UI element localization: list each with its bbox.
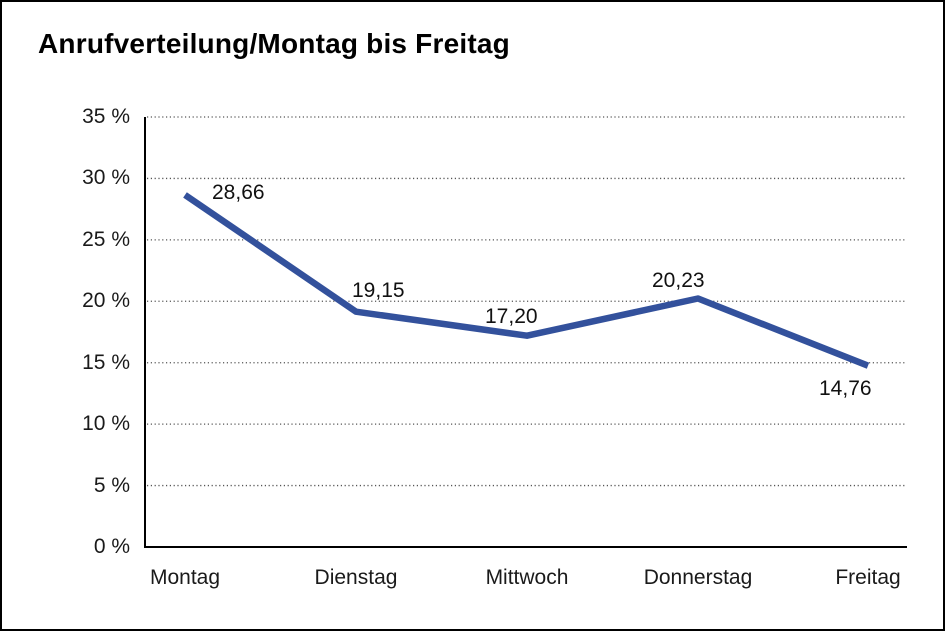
x-category-label: Mittwoch [485, 566, 569, 589]
x-category-label: Freitag [835, 566, 901, 589]
x-category-label: Montag [149, 566, 221, 589]
y-tick-label: 30 % [82, 166, 130, 190]
data-point-label: 20,23 [652, 269, 705, 292]
y-tick-label: 35 % [82, 105, 130, 128]
y-tick-label: 10 % [82, 412, 130, 436]
y-tick-label: 15 % [82, 350, 130, 374]
y-tick-label: 0 % [93, 535, 130, 558]
data-point-label: 17,20 [485, 305, 538, 328]
data-point-label: 28,66 [212, 181, 265, 204]
y-tick-label: 20 % [82, 289, 130, 313]
data-point-label: 14,76 [819, 377, 872, 400]
data-series-line [183, 192, 870, 369]
x-category-label: Dienstag [314, 566, 398, 589]
chart-title: Anrufverteilung/Montag bis Freitag [38, 28, 510, 59]
x-category-label: Donnerstag [643, 566, 753, 589]
data-point-label: 19,15 [352, 279, 405, 302]
y-tick-label: 25 % [82, 227, 130, 251]
y-tick-label: 5 % [93, 473, 130, 497]
